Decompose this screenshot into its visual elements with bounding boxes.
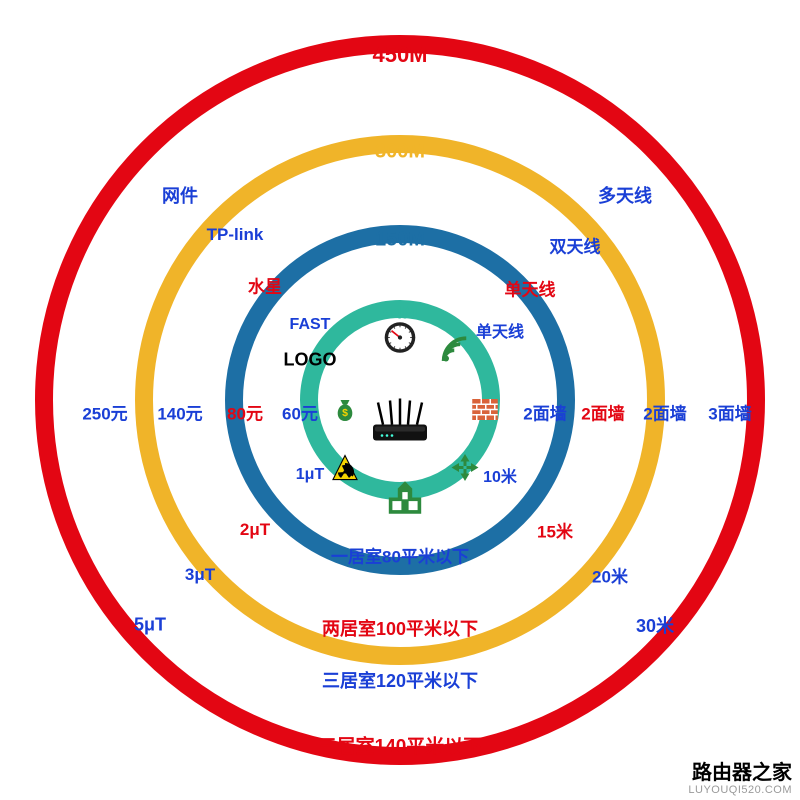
watermark-main: 路由器之家 (688, 762, 792, 784)
lbl-dantianxian2: 单天线 (476, 318, 524, 342)
radiation-icon (330, 453, 360, 488)
watermark: 路由器之家 LUYOUQI520.COM (688, 762, 792, 796)
lbl-shuixing: 水星 (248, 273, 282, 298)
brick-icon (470, 395, 500, 430)
lbl-80y: 80元 (227, 400, 263, 425)
house-icon (387, 480, 423, 521)
svg-text:$: $ (342, 407, 348, 419)
lbl-duotianxian: 多天线 (598, 182, 652, 208)
watermark-sub: LUYOUQI520.COM (688, 784, 792, 796)
lbl-2wall-b: 2面墙 (581, 400, 624, 425)
lbl-room2: 两居室100平米以下 (322, 615, 478, 641)
lbl-3wall: 3面墙 (708, 400, 751, 425)
lbl-450m: 450M (372, 42, 427, 68)
lbl-shuangtianxian: 双天线 (550, 233, 601, 258)
lbl-fast: FAST (290, 316, 331, 334)
lbl-logo: LOGO (284, 350, 337, 371)
lbl-room4: 三居室140平米以下 (318, 732, 483, 759)
lbl-30m: 30米 (636, 612, 674, 638)
money-icon: $ (330, 393, 360, 428)
lbl-250y: 250元 (82, 400, 127, 425)
router-icon (365, 399, 435, 452)
lbl-2wall-c: 2面墙 (643, 400, 686, 425)
lbl-2wall-a: 2面墙 (523, 400, 566, 425)
lbl-2ut: 2μT (240, 520, 270, 540)
lbl-15m: 15米 (537, 518, 573, 543)
gauge-icon (383, 321, 417, 360)
lbl-3ut: 3μT (185, 565, 215, 585)
lbl-room3: 三居室120平米以下 (322, 667, 478, 693)
arrows-icon (450, 453, 480, 488)
lbl-10m: 10米 (483, 463, 517, 487)
lbl-300m: 300M (375, 141, 425, 164)
lbl-room1: 一居室80平米以下 (331, 543, 469, 568)
lbl-dantianxian1: 单天线 (505, 276, 556, 301)
lbl-wangjian: 网件 (162, 182, 198, 208)
diagram-stage: 450M300M150M54M网件TP-link水星FASTLOGO多天线双天线… (0, 0, 800, 800)
lbl-1ut: 1μT (296, 466, 324, 484)
lbl-5ut: 5μT (134, 615, 166, 636)
lbl-140y: 140元 (157, 400, 202, 425)
lbl-tplink: TP-link (207, 225, 264, 245)
wifi-icon (440, 335, 470, 370)
lbl-60y: 60元 (282, 400, 318, 425)
lbl-20m: 20米 (592, 563, 628, 588)
lbl-150m: 150M (375, 229, 425, 252)
